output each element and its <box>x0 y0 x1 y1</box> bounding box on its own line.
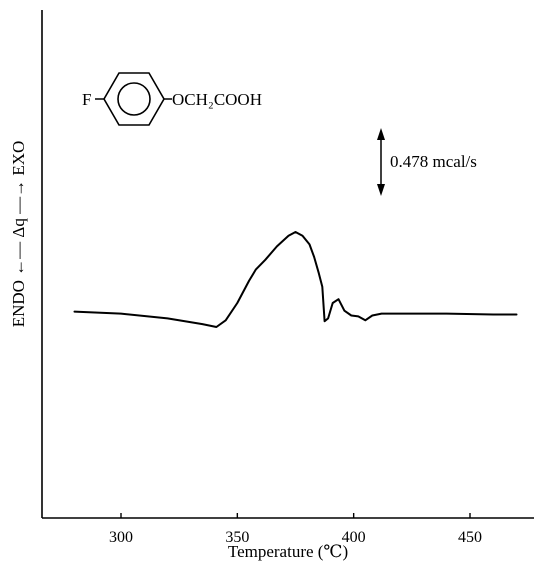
x-tick-label-400: 400 <box>342 529 366 546</box>
scale-bar-arrow-up <box>377 128 385 140</box>
fluoro-substituent-label: F <box>82 90 91 109</box>
oxyacetic-acid-substituent-label: OCH₂COOH <box>172 90 262 109</box>
dsc-curve <box>73 231 518 328</box>
x-axis-tick-labels: 300 350 400 450 <box>109 529 482 546</box>
y-axis-title: ENDO ←— Δq —→ EXO <box>9 141 28 328</box>
series-layer <box>73 231 518 328</box>
compound-structure: F OCH₂COOH <box>82 72 262 126</box>
x-axis-title: Temperature (℃) <box>228 542 348 561</box>
scale-bar: 0.478 mcal/s <box>377 128 477 196</box>
x-tick-label-300: 300 <box>109 529 133 546</box>
x-tick-label-450: 450 <box>458 529 482 546</box>
x-tick-label-350: 350 <box>225 529 249 546</box>
benzene-aromatic-circle <box>117 82 151 116</box>
scale-bar-arrow-down <box>377 184 385 196</box>
x-axis-ticks <box>120 513 471 518</box>
plot-frame <box>41 10 534 519</box>
benzene-ring <box>103 72 165 126</box>
scale-bar-label: 0.478 mcal/s <box>390 152 477 171</box>
